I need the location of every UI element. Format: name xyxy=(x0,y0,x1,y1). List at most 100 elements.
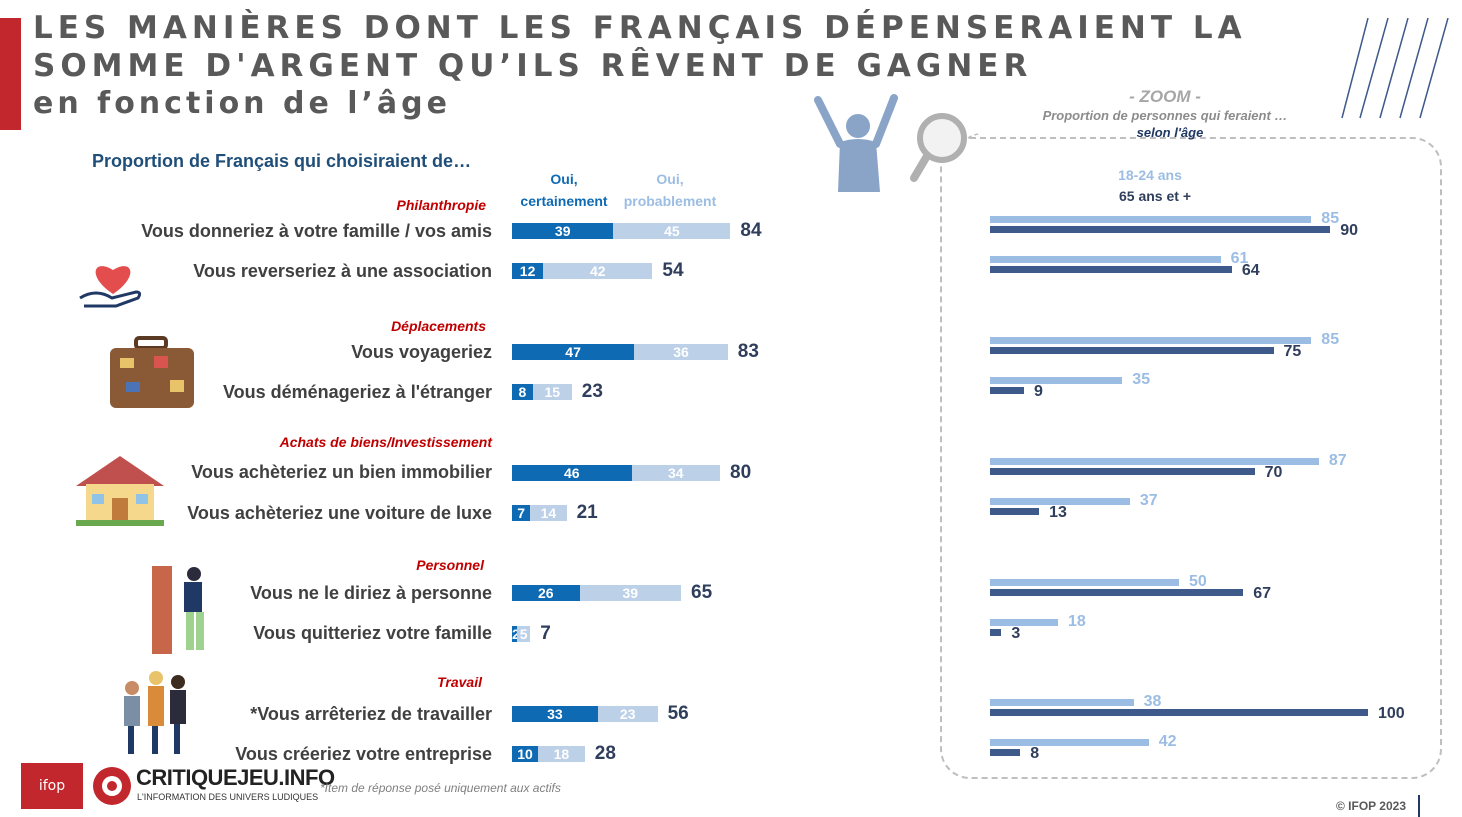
bar-total: 84 xyxy=(740,220,762,241)
heart-hand-icon xyxy=(79,266,142,308)
category-label: Déplacements xyxy=(391,318,486,334)
item-label: Vous quitteriez votre famille xyxy=(253,623,492,643)
bar-65-plus xyxy=(990,387,1025,394)
bar-total: 56 xyxy=(667,703,689,724)
bar-certain: 46 xyxy=(512,465,632,481)
label-65-plus: 100 xyxy=(1378,705,1405,722)
zoom-subtitle: Proportion de personnes qui feraient … xyxy=(1042,108,1288,123)
category-label: Achats de biens/Investissement xyxy=(279,434,492,450)
accent-bar xyxy=(0,18,21,130)
bar-65-plus xyxy=(990,589,1244,596)
copyright: © IFOP 2023 xyxy=(1336,799,1406,813)
label-65-plus: 64 xyxy=(1241,262,1260,279)
ifop-logo: ifop xyxy=(21,763,83,809)
label-18-24: 35 xyxy=(1132,371,1151,388)
bar-total: 28 xyxy=(594,743,616,764)
page-title-line-2: SOMME D'ARGENT QU’ILS RÊVENT DE GAGNER xyxy=(33,48,1033,84)
bar-certain: 39 xyxy=(512,223,614,239)
bar-certain: 2 xyxy=(512,626,518,642)
bar-65-plus xyxy=(990,347,1274,354)
chart-subtitle: Proportion de Français qui choisiraient … xyxy=(92,151,472,171)
zoom-subtitle-age: selon l'âge xyxy=(1136,125,1204,140)
item-label: Vous donneriez à votre famille / vos ami… xyxy=(141,221,492,241)
bar-18-24 xyxy=(990,579,1179,586)
label-65-plus: 9 xyxy=(1034,383,1043,400)
bar-total: 54 xyxy=(662,260,684,281)
bar-probable: 18 xyxy=(538,746,585,762)
bar-18-24 xyxy=(990,498,1130,505)
bar-18-24 xyxy=(990,337,1312,344)
zoom-frame xyxy=(940,137,1442,779)
bar-certain: 8 xyxy=(512,384,533,400)
label-18-24: 85 xyxy=(1321,210,1340,227)
bar-certain: 47 xyxy=(512,344,635,360)
item-label: Vous ne le diriez à personne xyxy=(250,583,492,603)
label-65-plus: 8 xyxy=(1030,745,1040,762)
label-18-24: 37 xyxy=(1139,492,1158,509)
legend-18-24: 18-24 ans xyxy=(1118,167,1182,183)
bar-certain: 10 xyxy=(512,746,538,762)
bar-18-24 xyxy=(990,458,1319,465)
bar-18-24 xyxy=(990,619,1059,626)
bar-total: 21 xyxy=(576,502,598,523)
item-label: *Vous arrêteriez de travailler xyxy=(250,704,492,724)
copyright-divider xyxy=(1418,795,1420,817)
label-18-24: 38 xyxy=(1143,693,1162,710)
bar-probable: 42 xyxy=(543,263,653,279)
label-65-plus: 70 xyxy=(1264,464,1283,481)
bar-65-plus xyxy=(990,629,1002,636)
label-18-24: 50 xyxy=(1189,573,1207,590)
category-label: Personnel xyxy=(416,557,484,573)
bar-65-plus xyxy=(990,266,1232,273)
legend-probable: Oui, probablement xyxy=(623,171,717,209)
item-label: Vous créeriez votre entreprise xyxy=(235,744,492,764)
bar-18-24 xyxy=(990,377,1123,384)
bar-65-plus xyxy=(990,468,1255,475)
bar-probable: 5 xyxy=(517,626,531,642)
bar-18-24 xyxy=(990,256,1221,263)
label-18-24: 85 xyxy=(1321,331,1340,348)
bar-18-24 xyxy=(990,739,1149,746)
label-65-plus: 13 xyxy=(1049,504,1067,521)
page-title-line-1: LES MANIÈRES DONT LES FRANÇAIS DÉPENSERA… xyxy=(33,10,1247,46)
bar-probable: 45 xyxy=(613,223,731,239)
bar-probable: 34 xyxy=(631,465,720,481)
bar-65-plus xyxy=(990,749,1021,756)
bar-certain: 33 xyxy=(512,706,598,722)
label-65-plus: 3 xyxy=(1011,625,1021,642)
bar-probable: 39 xyxy=(579,585,681,601)
workers-icon xyxy=(124,671,186,754)
bar-certain: 7 xyxy=(512,505,531,521)
bar-18-24 xyxy=(990,216,1312,223)
item-label: Vous reverseriez à une association xyxy=(193,261,492,281)
bar-total: 65 xyxy=(691,582,713,603)
legend-certain: Oui, certainement xyxy=(520,171,608,209)
item-label: Vous voyageriez xyxy=(351,342,492,362)
item-label: Vous déménageriez à l'étranger xyxy=(222,382,492,402)
label-65-plus: 90 xyxy=(1340,222,1358,239)
bar-probable: 14 xyxy=(530,505,567,521)
item-label: Vous achèteriez un bien immobilier xyxy=(191,462,492,482)
bar-65-plus xyxy=(990,508,1040,515)
house-icon xyxy=(76,456,164,526)
zoom-title: - ZOOM - xyxy=(1129,87,1201,106)
bar-total: 83 xyxy=(737,341,759,362)
label-65-plus: 67 xyxy=(1253,585,1272,602)
category-label: Travail xyxy=(437,674,482,690)
main-bar-chart: 39 45 84 12 42 54 47 36 83 8 15 23 46 34 80 7 14 21 26 39 65… xyxy=(512,220,762,764)
bar-65-plus xyxy=(990,709,1368,716)
bar-total: 7 xyxy=(540,623,551,644)
critiquejeu-logo-icon xyxy=(93,767,131,805)
label-65-plus: 75 xyxy=(1283,343,1302,360)
bar-total: 80 xyxy=(730,462,752,483)
footnote: *Item de réponse posé uniquement aux act… xyxy=(320,781,561,795)
label-18-24: 18 xyxy=(1068,613,1086,630)
bar-probable: 23 xyxy=(597,706,658,722)
label-18-24: 42 xyxy=(1158,733,1177,750)
suitcase-icon xyxy=(110,336,194,408)
bar-certain: 12 xyxy=(512,263,544,279)
critiquejeu-logo-text: CRITIQUEJEU.INFO xyxy=(136,765,335,790)
celebrating-person-icon xyxy=(814,94,980,192)
door-person-icon xyxy=(152,566,204,654)
